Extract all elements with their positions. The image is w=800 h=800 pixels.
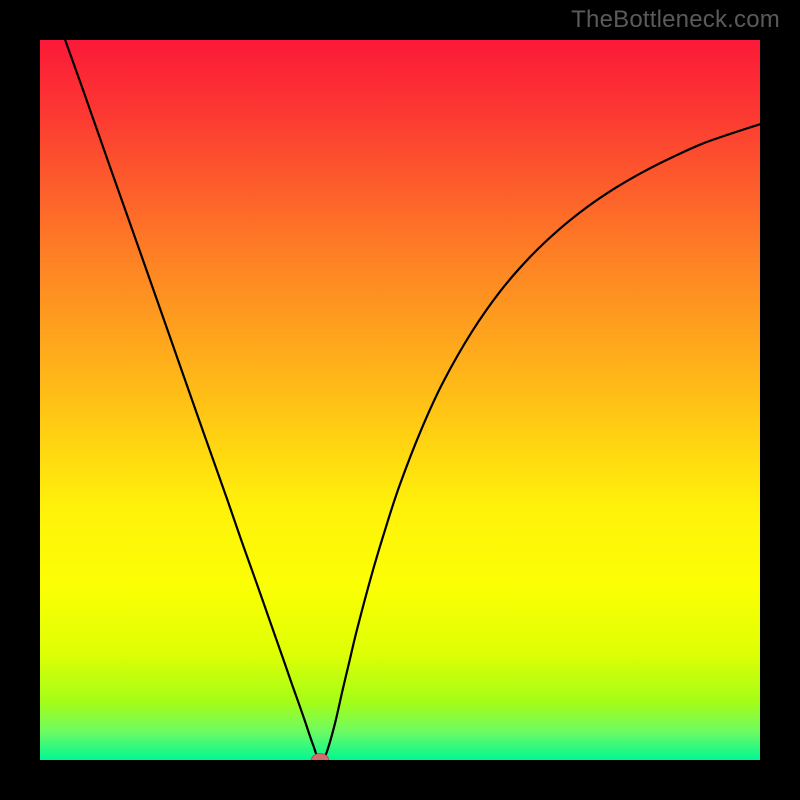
watermark-text: TheBottleneck.com xyxy=(571,6,780,34)
chart-area xyxy=(40,40,760,760)
chart-background xyxy=(40,40,760,760)
bottleneck-chart xyxy=(40,40,760,760)
